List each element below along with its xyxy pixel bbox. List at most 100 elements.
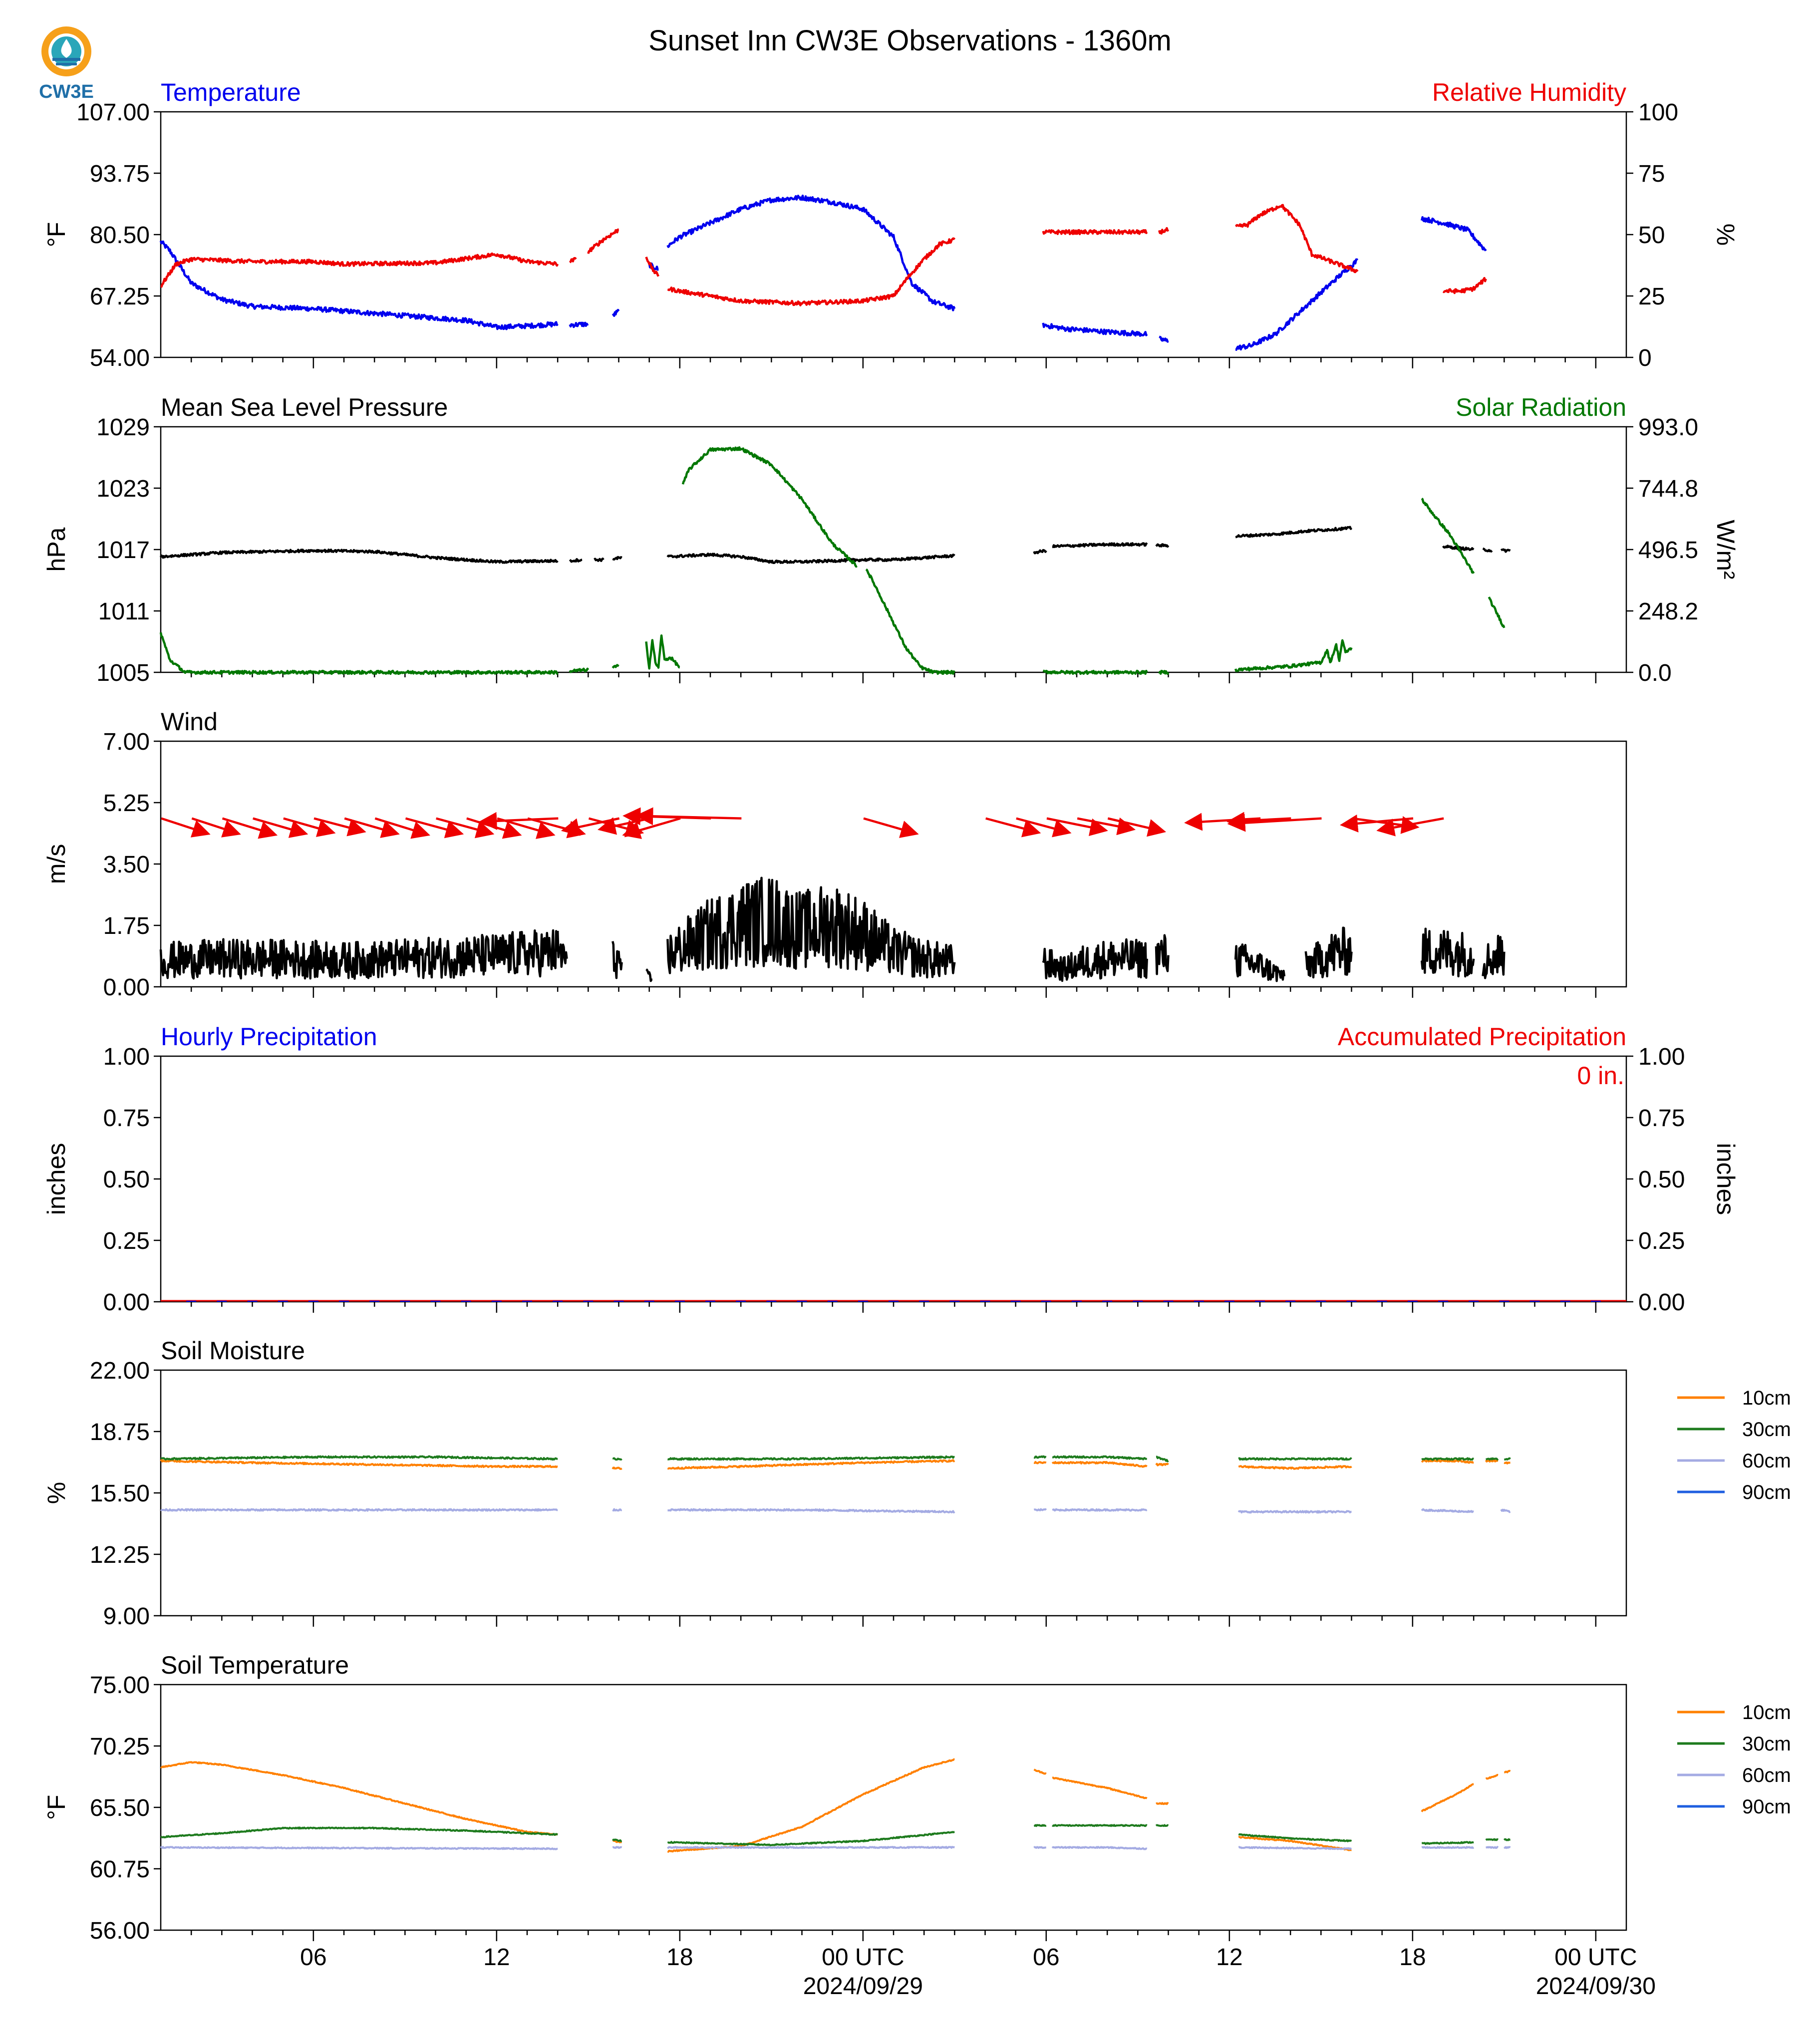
series-segment: [667, 1459, 955, 1470]
y-tick-label: 80.50: [90, 222, 150, 249]
x-tick-label: 18: [1399, 1944, 1426, 1971]
series-segment: [611, 941, 623, 979]
panel-wind: 0.00 1.75 3.50 5.25 7.00 m/s Wind: [42, 708, 1627, 1001]
series-segment: [1155, 543, 1170, 548]
plot-frame: [160, 1369, 1627, 1617]
series-segment: [1156, 1802, 1169, 1805]
y-tick-label-right: 496.5: [1638, 537, 1698, 564]
series-segment: [611, 1466, 622, 1470]
series-segment: [667, 1455, 955, 1461]
y-axis-label: %: [42, 1482, 70, 1504]
wind-arrow: [622, 817, 681, 839]
y-axis-label-right: W/m²: [1712, 520, 1740, 579]
series-segment: [1052, 542, 1148, 549]
series-segment: [666, 553, 955, 565]
series-segment: [1421, 216, 1487, 252]
y-tick-label-right: 50: [1638, 222, 1665, 249]
wind-arrow: [1184, 813, 1261, 831]
series-segment: [1155, 934, 1170, 975]
y-tick-label: 54.00: [90, 345, 150, 371]
series-segment: [1421, 1459, 1474, 1464]
wind-arrow: [313, 817, 366, 837]
series-segment: [1033, 1455, 1047, 1459]
wind-arrow: [863, 817, 919, 838]
y-tick-label: 65.50: [90, 1795, 150, 1821]
wind-arrow: [1016, 817, 1072, 838]
series-segment: [1033, 1846, 1047, 1849]
legend-label: 10cm: [1742, 1702, 1791, 1724]
series-segment: [611, 664, 619, 669]
y-tick-label-right: 0.25: [1638, 1228, 1685, 1254]
series-segment: [1042, 938, 1148, 982]
wind-arrow: [1376, 817, 1444, 837]
y-tick-label: 93.75: [90, 161, 150, 187]
y-axis-label-right: %: [1712, 224, 1740, 246]
x-tick-label: 06: [300, 1944, 326, 1971]
series-segment: [681, 446, 858, 568]
panel-title-left: Wind: [161, 708, 218, 736]
y-tick-label-right: 0.0: [1638, 660, 1672, 686]
series-segment: [1421, 1457, 1474, 1461]
series-segment: [569, 321, 589, 328]
series-segment: [612, 556, 622, 561]
y-tick-label: 9.00: [103, 1603, 150, 1630]
wind-arrow: [374, 817, 430, 839]
y-tick-label: 0.50: [103, 1166, 150, 1193]
y-tick-label-right: 1.00: [1638, 1044, 1685, 1070]
series-segment: [1155, 1462, 1169, 1466]
series-segment: [667, 1508, 955, 1513]
logo-drop-icon: [61, 39, 72, 58]
panel-temperature: 54.00 67.25 80.50 93.75 107.00 0 25 50 75 100 °F % T…: [42, 78, 1740, 371]
series-segment: [1504, 1846, 1511, 1849]
y-tick-label: 0.25: [103, 1228, 150, 1254]
panel-title-left: Hourly Precipitation: [161, 1023, 377, 1051]
y-tick-label: 56.00: [90, 1918, 150, 1944]
panel-title-left: Soil Temperature: [161, 1651, 349, 1679]
series-segment: [1234, 639, 1353, 672]
series-segment: [1051, 1846, 1148, 1850]
legend-label: 60cm: [1742, 1764, 1791, 1786]
series-segment: [1488, 596, 1506, 628]
wind-arrow: [283, 817, 336, 837]
y-tick-label: 1011: [98, 598, 150, 625]
series-segment: [1237, 1510, 1352, 1514]
series-segment: [1235, 204, 1359, 274]
series-segment: [667, 1831, 955, 1846]
x-tick-label: 00 UTC: [1554, 1944, 1637, 1971]
series-segment: [1238, 1457, 1352, 1461]
legend-label: 60cm: [1742, 1450, 1791, 1472]
x-tick-label: 00 UTC: [822, 1944, 904, 1971]
series-segment: [1158, 669, 1170, 675]
series-segment: [1486, 1846, 1499, 1849]
y-tick-label: 1029: [96, 414, 150, 441]
y-tick-label: 3.50: [103, 852, 150, 878]
series-segment: [1052, 1776, 1148, 1799]
plot-frame: [160, 1684, 1627, 1931]
legend-label: 30cm: [1742, 1419, 1791, 1441]
panel-title-left: Mean Sea Level Pressure: [161, 393, 448, 421]
legend-label: 90cm: [1742, 1481, 1791, 1503]
series-segment: [1235, 258, 1359, 351]
panel-title-right: Relative Humidity: [1432, 78, 1626, 106]
y-tick-label: 1.00: [103, 1044, 150, 1070]
series-segment: [159, 240, 559, 330]
series-segment: [160, 1761, 559, 1836]
wind-arrow: [405, 817, 464, 839]
panel-title-right: Accumulated Precipitation: [1338, 1023, 1626, 1051]
x-tick-label: 18: [666, 1944, 693, 1971]
series-segment: [611, 308, 620, 317]
y-tick-label: 75.00: [90, 1672, 150, 1699]
series-segment: [1421, 1783, 1474, 1812]
legend-label: 30cm: [1742, 1733, 1791, 1755]
series-segment: [612, 1457, 622, 1461]
series-segment: [1033, 1824, 1047, 1827]
series-segment: [1485, 1838, 1499, 1841]
series-segment: [1042, 322, 1148, 337]
panel-soil-moisture: 9.00 12.25 15.50 18.75 22.00% Soil Moisture 10…: [42, 1337, 1791, 1630]
wind-arrow: [635, 807, 742, 826]
y-tick-label: 7.00: [103, 729, 150, 755]
series-segment: [160, 1826, 558, 1839]
y-tick-label-right: 75: [1638, 161, 1665, 187]
y-tick-label-right: 25: [1638, 284, 1665, 310]
wind-arrow: [253, 817, 308, 838]
